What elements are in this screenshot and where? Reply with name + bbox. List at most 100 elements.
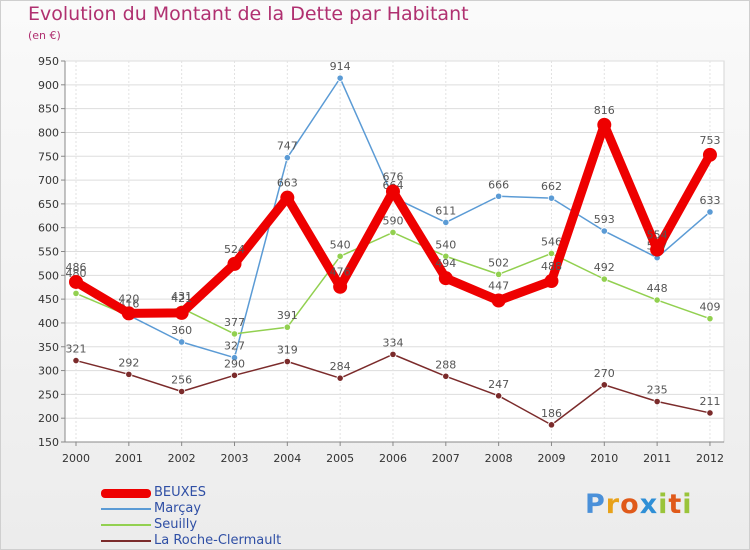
data-point-la-roche-clermault — [72, 356, 80, 365]
data-label-beuxes: 420 — [118, 292, 139, 305]
data-label-beuxes: 494 — [435, 257, 456, 270]
data-label-seuilly: 546 — [541, 235, 562, 248]
data-point-la-roche-clermault — [706, 409, 714, 417]
x-tick-label: 2001 — [115, 452, 143, 465]
chart-title: Evolution du Montant de la Dette par Hab… — [28, 3, 469, 25]
data-label-mar-ay: 611 — [435, 204, 456, 217]
data-point-beuxes — [491, 293, 506, 308]
data-label-la-roche-clermault: 186 — [541, 407, 562, 420]
data-point-mar-ay — [283, 154, 291, 162]
data-label-seuilly: 391 — [277, 309, 298, 322]
x-tick-label: 2012 — [696, 452, 724, 465]
x-tick-label: 2000 — [62, 452, 90, 465]
legend-swatch — [101, 524, 151, 526]
data-point-seuilly — [283, 323, 291, 331]
y-tick-label: 950 — [38, 55, 59, 68]
data-point-beuxes — [333, 279, 348, 294]
x-tick-label: 2005 — [326, 452, 354, 465]
y-tick-label: 450 — [38, 293, 59, 306]
data-label-seuilly: 502 — [488, 256, 509, 269]
data-label-seuilly: 590 — [382, 214, 403, 227]
y-tick-label: 600 — [38, 222, 59, 235]
data-label-beuxes: 663 — [277, 177, 298, 190]
data-label-la-roche-clermault: 284 — [330, 360, 351, 373]
data-label-seuilly: 492 — [594, 261, 615, 274]
data-label-la-roche-clermault: 247 — [488, 378, 509, 391]
data-point-seuilly — [600, 275, 608, 283]
data-point-seuilly — [495, 270, 503, 278]
legend-label: Marçay — [154, 501, 202, 516]
data-label-la-roche-clermault: 211 — [699, 395, 720, 408]
y-tick-label: 850 — [38, 103, 59, 116]
data-point-beuxes — [280, 190, 295, 205]
data-point-la-roche-clermault — [336, 374, 344, 382]
logo-letter: P — [585, 489, 606, 520]
data-label-la-roche-clermault: 256 — [171, 374, 192, 387]
data-label-mar-ay: 747 — [277, 140, 298, 153]
x-tick-label: 2002 — [168, 452, 196, 465]
y-tick-label: 400 — [38, 317, 59, 330]
data-label-beuxes: 524 — [224, 243, 245, 256]
data-label-la-roche-clermault: 319 — [277, 344, 298, 357]
data-label-mar-ay: 360 — [171, 324, 192, 337]
data-point-la-roche-clermault — [442, 372, 450, 380]
chart-subtitle: (en €) — [28, 29, 61, 42]
data-label-seuilly: 409 — [699, 301, 720, 314]
y-tick-label: 900 — [38, 79, 59, 92]
logo-letter: i — [658, 489, 669, 520]
data-point-la-roche-clermault — [389, 350, 397, 358]
data-point-beuxes — [121, 306, 136, 321]
data-point-seuilly — [230, 330, 239, 338]
data-point-la-roche-clermault — [600, 381, 608, 389]
logo-letter: i — [682, 489, 693, 520]
data-point-mar-ay — [547, 194, 556, 202]
data-point-mar-ay — [178, 338, 186, 346]
data-label-beuxes: 753 — [699, 134, 720, 147]
data-label-beuxes: 676 — [382, 170, 403, 183]
data-label-seuilly: 377 — [224, 316, 245, 329]
data-point-beuxes — [385, 184, 400, 199]
y-tick-label: 550 — [38, 246, 59, 259]
data-point-la-roche-clermault — [547, 421, 556, 429]
data-point-la-roche-clermault — [495, 392, 503, 400]
data-point-la-roche-clermault — [178, 387, 186, 396]
data-label-mar-ay: 666 — [488, 178, 509, 191]
x-tick-label: 2008 — [485, 452, 513, 465]
data-point-mar-ay — [230, 354, 239, 362]
y-tick-label: 350 — [38, 341, 59, 354]
x-tick-label: 2010 — [590, 452, 618, 465]
data-label-beuxes: 488 — [541, 260, 562, 273]
y-tick-label: 650 — [38, 198, 59, 211]
data-label-la-roche-clermault: 235 — [647, 384, 668, 397]
y-tick-label: 250 — [38, 388, 59, 401]
data-point-mar-ay — [495, 192, 503, 200]
x-tick-label: 2009 — [537, 452, 565, 465]
data-label-la-roche-clermault: 292 — [118, 356, 139, 369]
y-tick-label: 150 — [38, 436, 59, 449]
data-label-mar-ay: 633 — [699, 194, 720, 207]
data-point-seuilly — [389, 228, 397, 237]
data-label-la-roche-clermault: 321 — [66, 343, 87, 356]
proxiti-logo: Proxiti — [585, 489, 693, 520]
data-label-seuilly: 448 — [647, 282, 668, 295]
x-tick-label: 2011 — [643, 452, 671, 465]
data-label-la-roche-clermault: 334 — [382, 336, 403, 349]
legend-label: BEUXES — [154, 485, 207, 500]
data-label-beuxes: 421 — [171, 292, 192, 305]
data-label-beuxes: 486 — [66, 261, 87, 274]
data-point-la-roche-clermault — [653, 397, 661, 406]
y-tick-label: 200 — [38, 412, 59, 425]
data-point-la-roche-clermault — [283, 357, 291, 366]
data-point-mar-ay — [336, 74, 344, 82]
legend-swatch — [101, 488, 151, 498]
y-tick-label: 750 — [38, 150, 59, 163]
logo-letter: o — [620, 489, 640, 520]
data-label-mar-ay: 593 — [594, 213, 615, 226]
data-label-mar-ay: 480 — [66, 267, 87, 280]
data-label-mar-ay: 327 — [224, 340, 245, 353]
data-label-mar-ay: 662 — [541, 180, 562, 193]
data-point-seuilly — [706, 315, 714, 323]
data-point-seuilly — [336, 252, 344, 260]
